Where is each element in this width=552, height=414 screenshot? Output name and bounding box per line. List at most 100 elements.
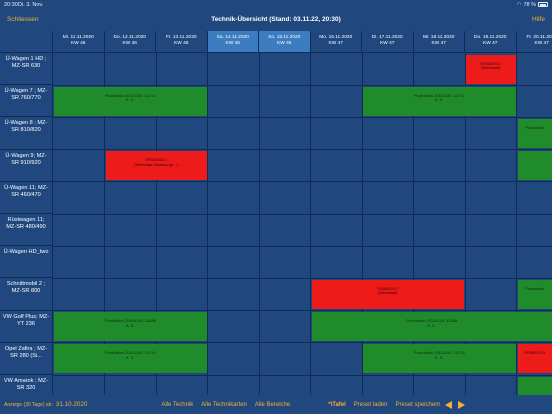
day-week: KW 46 xyxy=(71,41,86,46)
booking-block[interactable] xyxy=(517,376,552,395)
booking-subtitle: K. K. xyxy=(434,97,444,103)
day-week: KW 47 xyxy=(431,41,446,46)
nav-bar: Schliessen Technik-Übersicht (Stand: 03.… xyxy=(0,10,552,28)
day-week: KW 46 xyxy=(225,41,240,46)
booking-title: Produktion xyxy=(525,285,545,291)
next-arrow-icon[interactable] xyxy=(457,400,465,409)
grid-row-line xyxy=(53,342,552,343)
vehicle-label[interactable]: Ü-Wagen 8 ; MZ-SR 810/820 xyxy=(0,117,53,150)
grid-column-line xyxy=(516,53,517,395)
day-header: Di. 17.11.2020 KW 47 xyxy=(362,31,414,53)
booking-block[interactable]: Produktion 20104115 -11838 K. K. xyxy=(311,312,552,342)
booking-block[interactable]: SR0832021 (Werkstatt Zulassung/...) xyxy=(105,151,207,181)
booking-subtitle: K. K. xyxy=(125,354,135,360)
preset-load-button[interactable]: Preset laden xyxy=(353,401,388,408)
itafel-button[interactable]: *iTafel xyxy=(328,401,346,408)
booking-subtitle: K. K. xyxy=(427,322,437,328)
preset-save-button[interactable]: Preset speichern xyxy=(395,401,441,408)
day-date: So. 15.11.2020 xyxy=(268,35,301,40)
all-areas-button[interactable]: Alle Bereiche xyxy=(254,401,291,408)
vehicle-label[interactable]: Schnittmobil 2 ; MZ-SR 800 xyxy=(0,278,53,311)
booking-block[interactable]: SR0832017 (Werkstatt) xyxy=(311,279,464,310)
vehicle-label[interactable]: Ü-Wagen 9; MZ-SR 910/920 xyxy=(0,149,53,182)
grid-column-line xyxy=(310,53,311,395)
day-week: KW 46 xyxy=(122,41,137,46)
grid-row-line xyxy=(53,310,552,311)
booking-subtitle: (Werkstatt Zulassung/...) xyxy=(134,161,178,167)
booking-title: Produktion 20110110 -11714 xyxy=(104,92,156,98)
booking-block[interactable]: Produktion 20104115 -11838 K. K. xyxy=(54,312,207,342)
booking-block[interactable]: Produktion 20110110 -11714 K. K. xyxy=(54,344,207,374)
status-bar: 20:30 Di. 3. Nov. ◠ 78 % xyxy=(0,0,552,9)
day-date: Di. 17.11.2020 xyxy=(371,35,403,40)
booking-block[interactable] xyxy=(517,151,552,181)
day-date: Fr. 13.11.2020 xyxy=(165,35,197,40)
vehicle-label[interactable]: Ü-Wagen 7 ; MZ-SR 760/770 xyxy=(0,85,53,118)
status-time: 20:30 xyxy=(4,1,18,8)
booking-subtitle: (Werkstatt) xyxy=(481,65,501,71)
schedule-grid[interactable]: Mi. 11.11.2020 KW 46 Do. 12.11.2020 KW 46 Fr… xyxy=(0,31,552,395)
help-button[interactable]: Hilfe xyxy=(531,15,545,23)
booking-area[interactable]: SR0832017 (Werkstatt) Produktion 20110110 … xyxy=(53,53,552,395)
booking-block[interactable]: Produktion 20110110 -11714 K. K. xyxy=(54,86,207,116)
day-header: Mi. 18.11.2020 KW 47 xyxy=(413,31,465,53)
day-week: KW 46 xyxy=(174,41,189,46)
day-date: Mo. 16.11.2020 xyxy=(319,35,353,40)
booking-title: SR0832019 xyxy=(524,350,546,356)
booking-subtitle: K. K. xyxy=(125,322,135,328)
close-button[interactable]: Schliessen xyxy=(7,15,39,23)
booking-title: SR0832017 xyxy=(480,60,502,66)
day-header: Mo. 16.11.2020 KW 47 xyxy=(310,31,362,53)
day-date: Do. 19.11.2020 xyxy=(474,35,507,40)
booking-block[interactable]: Produktion 20110110 -11715 K. K. xyxy=(363,344,516,374)
booking-subtitle: K. K. xyxy=(125,97,135,103)
day-header: Do. 19.11.2020 KW 47 xyxy=(465,31,517,53)
grid-column-line xyxy=(207,53,208,395)
day-header: So. 15.11.2020 KW 46 xyxy=(259,31,311,53)
booking-block[interactable]: Produktion xyxy=(517,279,552,310)
grid-row-line xyxy=(53,149,552,150)
vehicle-label[interactable]: VW Amarok ; MZ-SR 320 xyxy=(0,374,53,395)
booking-title: Produktion 20110110 -11715 xyxy=(413,350,465,356)
booking-title: Produktion 20110110 -11714 xyxy=(104,350,156,356)
grid-column-line xyxy=(104,53,105,395)
grid-row-line xyxy=(53,374,552,375)
day-date: Do. 12.11.2020 xyxy=(113,35,146,40)
day-week: KW 47 xyxy=(483,41,498,46)
vehicle-label[interactable]: Opel Zafira ; MZ-SR 280 (Si... xyxy=(0,342,53,375)
day-week: KW 47 xyxy=(380,41,395,46)
day-header: Mi. 11.11.2020 KW 46 xyxy=(53,31,105,53)
booking-block[interactable]: SR0832019 xyxy=(517,344,552,374)
day-header: Do. 12.11.2020 KW 46 xyxy=(104,31,156,53)
vehicle-label[interactable]: Ü-Wagen HD_two xyxy=(0,246,53,279)
booking-title: Produktion 20110110 -11715 xyxy=(413,92,465,98)
display-start-date[interactable]: 31.10.2020 xyxy=(55,401,88,408)
all-tech-cards-button[interactable]: Alle Technikarten xyxy=(201,401,247,408)
day-week: KW 46 xyxy=(277,41,292,46)
day-date: Sa. 14.11.2020 xyxy=(216,35,249,40)
booking-block[interactable]: SR0832017 (Werkstatt) xyxy=(466,54,516,84)
vehicle-label[interactable]: Ü-Wagen 1 HD ; MZ-SR 630 xyxy=(0,53,53,86)
status-right: ◠ 78 % xyxy=(517,2,548,8)
booking-block[interactable]: Produktion 20110110 -11715 K. K. xyxy=(363,86,516,116)
day-week: KW 47 xyxy=(534,41,549,46)
vehicle-label[interactable]: VW Golf Plus; MZ-YT 236 xyxy=(0,310,53,343)
booking-subtitle: (Werkstatt) xyxy=(378,290,398,296)
day-week: KW 47 xyxy=(328,41,343,46)
booking-block[interactable]: Produktion xyxy=(517,118,552,149)
battery-icon xyxy=(538,2,548,7)
previous-arrow-icon[interactable] xyxy=(444,400,452,409)
booking-title: Produktion 20104115 -11838 xyxy=(104,318,156,324)
grid-column-line xyxy=(464,53,465,395)
vehicle-label[interactable]: Ü-Wagen 11; MZ-SR 460/470 xyxy=(0,181,53,214)
grid-row-line xyxy=(53,116,552,118)
grid-row-line xyxy=(53,245,552,247)
booking-title: Produktion 20104115 -11838 xyxy=(406,318,458,324)
wifi-icon: ◠ xyxy=(516,1,522,8)
all-tech-button[interactable]: Alle Technik xyxy=(161,401,194,408)
grid-column-line xyxy=(413,53,414,395)
day-date: Fr. 20.11.2020 xyxy=(526,35,552,40)
vehicle-column: Ü-Wagen 1 HD ; MZ-SR 630 Ü-Wagen 7 ; MZ-S… xyxy=(0,53,53,395)
vehicle-label[interactable]: Rüstwagen 11; MZ-SR 480/490 xyxy=(0,213,53,247)
